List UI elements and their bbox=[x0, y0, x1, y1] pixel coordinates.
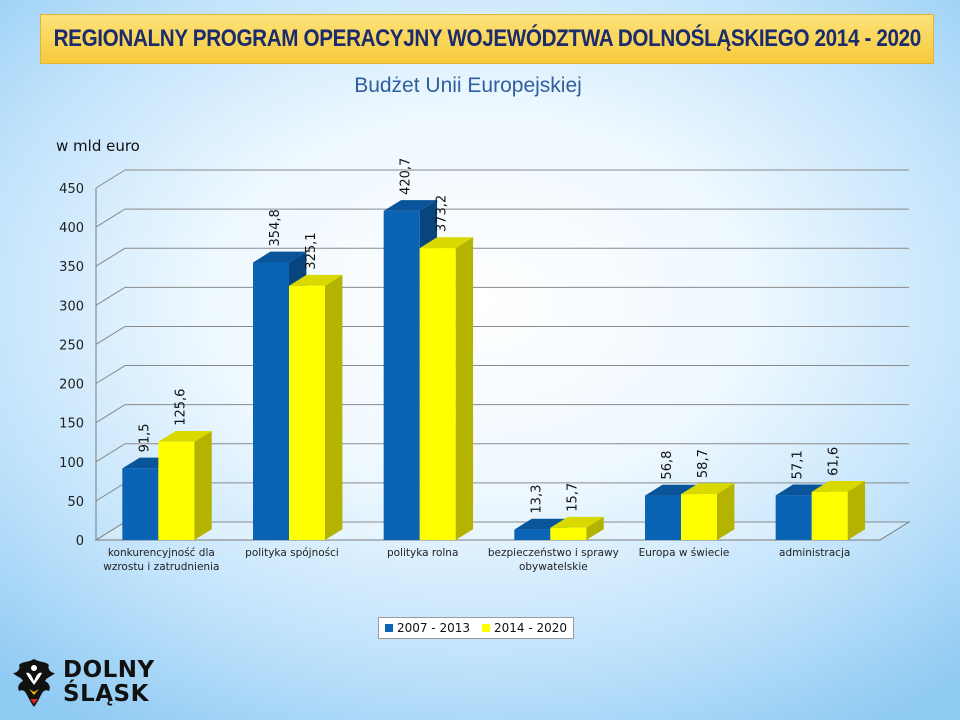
data-label: 57,1 bbox=[791, 450, 806, 479]
category-label: wzrostu i zatrudnienia bbox=[103, 561, 219, 573]
legend-swatch-2014 bbox=[482, 624, 490, 632]
category-label: obywatelskie bbox=[519, 561, 588, 573]
bar-2007 bbox=[122, 468, 159, 540]
legend-label-2014: 2014 - 2020 bbox=[494, 621, 568, 635]
chart-subtitle: Budżet Unii Europejskiej bbox=[354, 74, 582, 97]
legend-item-2007: 2007 - 2013 bbox=[384, 621, 470, 635]
bar-top bbox=[550, 516, 604, 528]
data-label: 61,6 bbox=[827, 447, 842, 476]
bar-2014 bbox=[681, 494, 717, 540]
legend-item-2014: 2014 - 2020 bbox=[482, 621, 567, 635]
gridline-depth bbox=[95, 404, 126, 424]
bar-2007 bbox=[253, 262, 289, 540]
gridline-depth bbox=[95, 482, 126, 502]
unit-label: w mld euro bbox=[56, 137, 140, 155]
eagle-crest-icon bbox=[13, 659, 55, 707]
logo-line-2: ŚLĄSK bbox=[63, 681, 149, 707]
data-label: 15,7 bbox=[565, 483, 580, 512]
banner-title: REGIONALNY PROGRAM OPERACYJNY WOJEWÓDZTW… bbox=[53, 25, 921, 52]
category-label: konkurencyjność dla bbox=[108, 547, 215, 559]
bar-side bbox=[325, 274, 343, 540]
bar-top bbox=[253, 251, 307, 263]
gridline-depth bbox=[95, 169, 126, 189]
bar-side bbox=[847, 481, 866, 540]
bar-top bbox=[383, 200, 438, 211]
legend-swatch-2007 bbox=[384, 624, 393, 632]
y-tick-label: 350 bbox=[59, 260, 84, 275]
gridline-depth bbox=[95, 365, 126, 384]
category-label: Europa w świecie bbox=[639, 547, 730, 559]
data-label: 91,5 bbox=[137, 423, 152, 452]
bar-top bbox=[158, 430, 212, 442]
data-label: 56,8 bbox=[660, 451, 675, 480]
bar-2014 bbox=[419, 248, 456, 541]
gridline-depth bbox=[95, 521, 126, 541]
bar-2014 bbox=[550, 527, 587, 540]
bar-2007 bbox=[383, 210, 420, 540]
logo-wordmark: DOLNY ŚLĄSK bbox=[63, 658, 155, 706]
gridline-depth bbox=[95, 326, 126, 345]
y-tick-label: 450 bbox=[59, 182, 84, 197]
bar-top bbox=[811, 481, 866, 492]
bar-2014 bbox=[289, 285, 325, 540]
y-tick-label: 50 bbox=[67, 495, 84, 510]
gridline-depth bbox=[95, 286, 126, 306]
bar-2014 bbox=[811, 491, 848, 540]
gridline-depth bbox=[95, 208, 126, 228]
data-label: 125,6 bbox=[173, 389, 188, 426]
legend-label-2007: 2007 - 2013 bbox=[396, 621, 470, 635]
bar-top bbox=[681, 483, 735, 495]
y-tick-label: 300 bbox=[59, 299, 84, 314]
chart-legend: 2007 - 2013 2014 - 2020 bbox=[378, 617, 574, 639]
y-tick-label: 250 bbox=[59, 338, 84, 353]
data-label: 325,1 bbox=[304, 232, 319, 269]
bar-2007 bbox=[775, 495, 812, 540]
data-label: 58,7 bbox=[696, 449, 711, 478]
category-label: administracja bbox=[779, 547, 850, 559]
bar-2014 bbox=[158, 441, 195, 540]
data-label: 420,7 bbox=[399, 158, 414, 195]
dolny-slask-logo: DOLNY ŚLĄSK bbox=[11, 654, 161, 710]
y-tick-label: 200 bbox=[59, 378, 84, 393]
bar-side bbox=[717, 483, 735, 540]
category-label: polityka rolna bbox=[387, 547, 458, 559]
logo-line-1: DOLNY bbox=[63, 657, 155, 683]
y-tick-label: 100 bbox=[59, 456, 84, 471]
bar-side bbox=[455, 237, 474, 541]
gridline-depth bbox=[95, 443, 126, 463]
data-label: 373,2 bbox=[435, 195, 450, 232]
data-label: 354,8 bbox=[268, 209, 283, 246]
program-banner: REGIONALNY PROGRAM OPERACYJNY WOJEWÓDZTW… bbox=[40, 14, 934, 64]
y-tick-label: 150 bbox=[59, 417, 84, 432]
category-label: polityka spójności bbox=[245, 547, 339, 559]
bar-2007 bbox=[514, 529, 551, 540]
data-label: 13,3 bbox=[529, 485, 544, 514]
bar-top bbox=[419, 237, 474, 249]
bar-2007 bbox=[645, 495, 681, 540]
bar-side bbox=[194, 430, 212, 540]
bar-side bbox=[586, 516, 604, 540]
y-tick-label: 400 bbox=[59, 221, 84, 236]
category-label: bezpieczeństwo i sprawy bbox=[488, 547, 619, 559]
gridline-depth bbox=[95, 247, 126, 267]
y-tick-label: 0 bbox=[76, 534, 84, 549]
bar-top bbox=[289, 274, 343, 286]
